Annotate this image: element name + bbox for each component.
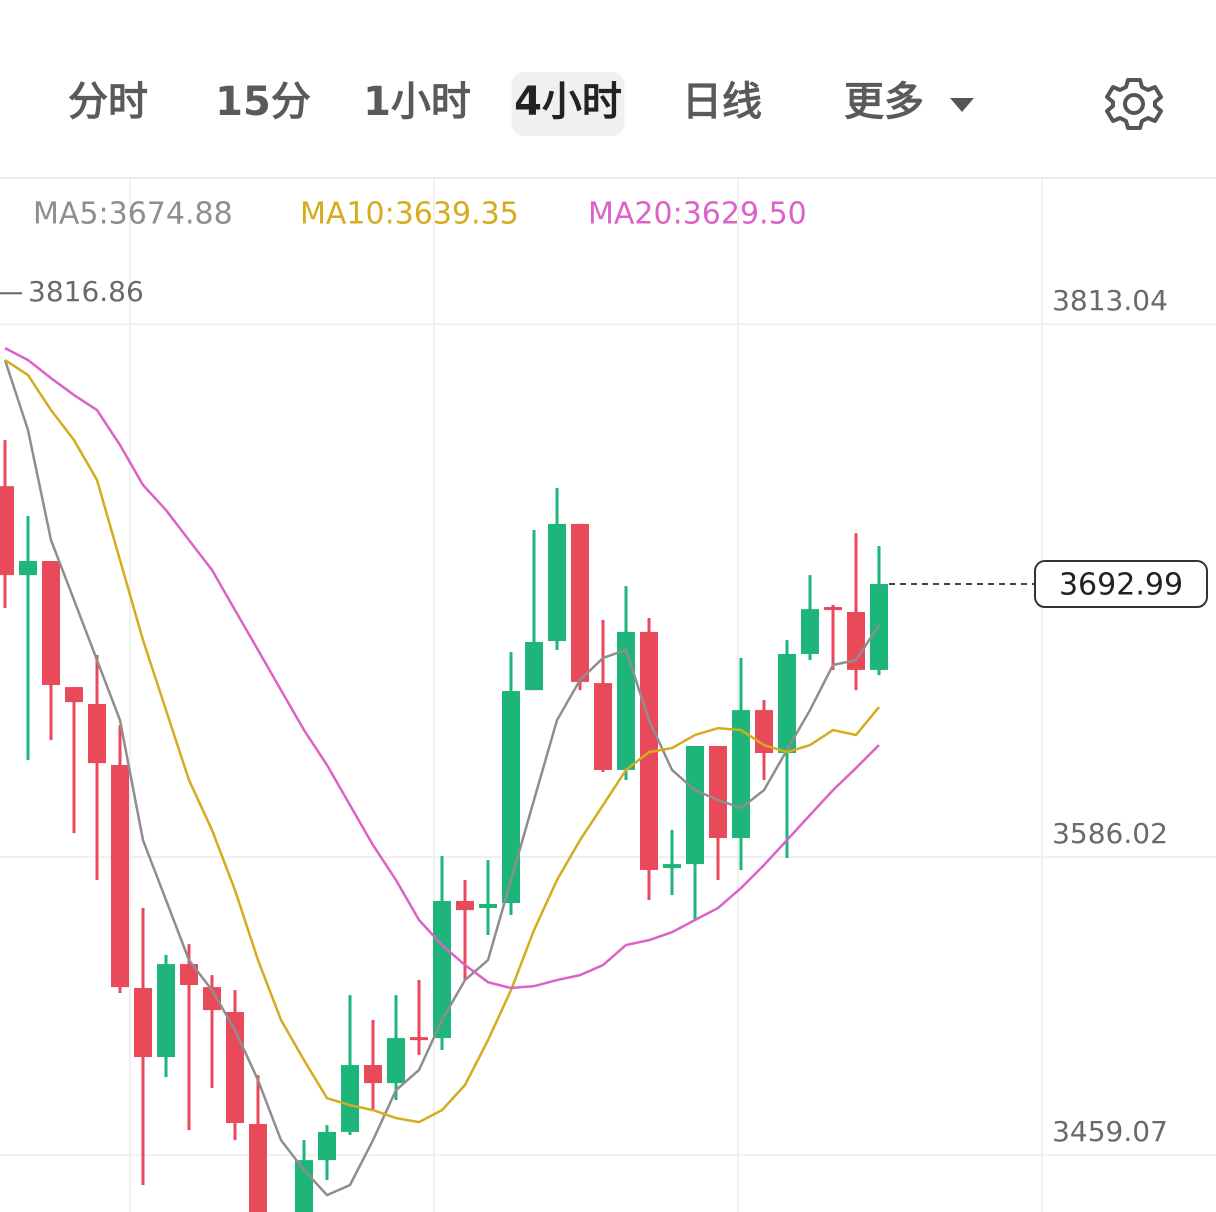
- candle-body: [364, 1065, 382, 1084]
- tab[interactable]: 分时: [68, 79, 148, 125]
- legend-entry: MA20:3629.50: [588, 197, 807, 232]
- settings-icon[interactable]: [1105, 78, 1163, 130]
- candle-body: [502, 691, 520, 904]
- candle-body: [157, 964, 175, 1058]
- plot: [0, 346, 888, 1212]
- max-marker-label: 3816.86: [28, 275, 144, 308]
- candle-body: [0, 486, 14, 576]
- overlay: 3816.86 3692.99: [0, 275, 1208, 609]
- ma-legend: MA5:3674.88 MA10:3639.35 MA20:3629.50: [33, 197, 807, 232]
- ma-line: [3, 359, 881, 1197]
- candle-body: [571, 523, 589, 682]
- tab[interactable]: 1小时: [363, 79, 471, 125]
- candle-body: [134, 988, 152, 1058]
- last-price-label: 3692.99: [1059, 568, 1183, 603]
- ma-line: [4, 359, 880, 1124]
- candle-body: [778, 653, 796, 754]
- candle-body: [548, 523, 566, 642]
- candle-body: [525, 642, 543, 691]
- ma-line: [4, 346, 880, 990]
- dropdown-arrow[interactable]: [950, 98, 974, 112]
- selected-tab-bg: [511, 72, 625, 136]
- candle-body: [88, 703, 106, 764]
- v-grid: [129, 180, 1043, 1212]
- candle-body: [824, 607, 842, 611]
- candle-body: [295, 1160, 313, 1212]
- candle-body: [203, 987, 221, 1011]
- candle-body: [594, 683, 612, 770]
- last-price-box: [1034, 560, 1208, 609]
- legend-entry: MA10:3639.35: [300, 197, 519, 232]
- tab[interactable]: 日线: [682, 79, 762, 125]
- tab[interactable]: 15分: [215, 79, 311, 125]
- candle-body: [686, 746, 704, 865]
- y-tick-label: 3586.02: [1052, 817, 1168, 850]
- h-grid: 3813.04 3586.02 3459.07: [0, 284, 1216, 1157]
- candle-body: [318, 1131, 336, 1161]
- candle-body: [387, 1038, 405, 1084]
- candle-body: [65, 687, 83, 703]
- legend-entry: MA5:3674.88: [33, 197, 233, 232]
- candle-body: [42, 561, 60, 685]
- tab[interactable]: 4小时: [514, 79, 622, 125]
- candle-body: [801, 609, 819, 654]
- candle-body: [410, 1037, 428, 1041]
- y-tick-label: 3459.07: [1052, 1115, 1168, 1148]
- tabs: 分时 15分 1小时 4小时 日线 更多: [68, 79, 924, 125]
- candle-body: [479, 903, 497, 908]
- candle-body: [111, 765, 129, 988]
- candle-body: [180, 964, 198, 985]
- y-tick-label: 3813.04: [1052, 284, 1168, 317]
- candle-body: [433, 900, 451, 1039]
- candle-body: [249, 1123, 267, 1212]
- candle-body: [341, 1065, 359, 1132]
- candle-body: [456, 900, 474, 911]
- candle-body: [663, 864, 681, 869]
- tab[interactable]: 更多: [844, 79, 924, 125]
- candle-body: [19, 561, 37, 576]
- candle-body: [709, 746, 727, 839]
